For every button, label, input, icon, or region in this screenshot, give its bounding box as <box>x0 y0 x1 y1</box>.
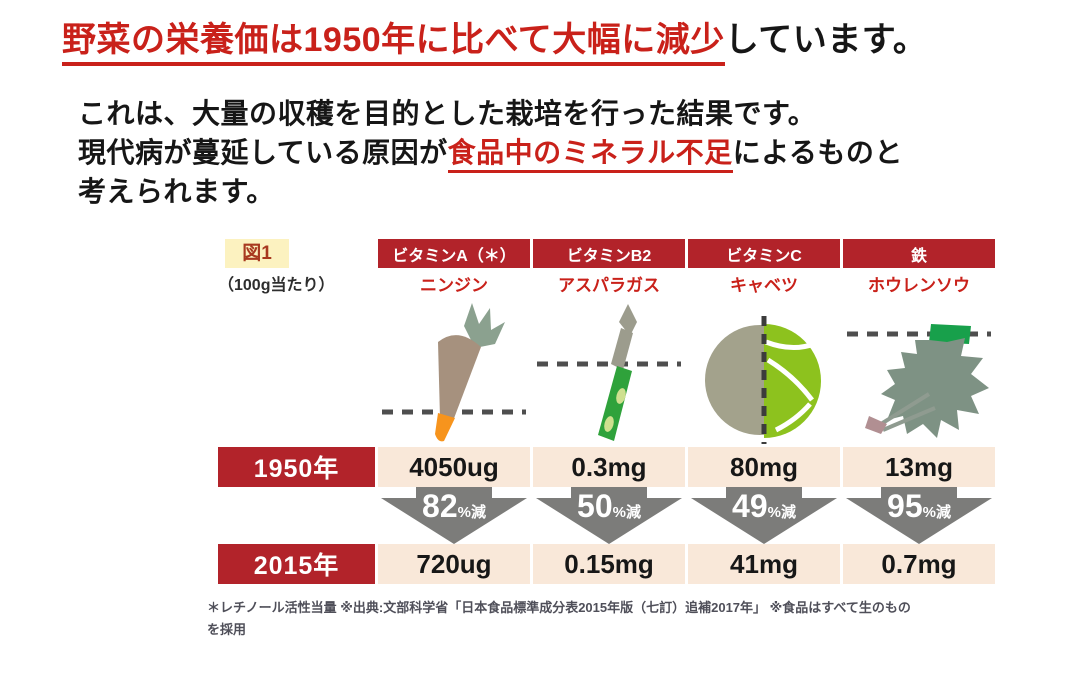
intro-paragraph: これは、大量の収穫を目的とした栽培を行った結果です。 現代病が蔓延している原因が… <box>78 94 903 211</box>
down-arrow-icon <box>536 487 682 544</box>
title-highlight: 野菜の栄養価は1950年に比べて大幅に減少 <box>62 21 725 66</box>
decrease-value: 50 <box>577 488 613 524</box>
page-title: 野菜の栄養価は1950年に比べて大幅に減少しています。 <box>62 12 928 66</box>
intro-line2-suffix: によるものと <box>732 137 903 168</box>
vegetable-illustration-row <box>218 300 995 447</box>
value-1950-vitamin-c: 80mg <box>688 447 840 487</box>
decrease-unit: %減 <box>922 504 951 521</box>
cabbage-icon <box>705 316 821 444</box>
unit-note: （100g当たり） <box>218 277 335 294</box>
vegetable-name-row: （100g当たり） ニンジン アスパラガス キャベツ ホウレンソウ <box>218 275 995 297</box>
intro-line1: これは、大量の収穫を目的とした栽培を行った結果です。 <box>78 98 817 129</box>
value-2015-vitamin-a: 720ug <box>378 544 530 584</box>
year-1950-label: 1950年 <box>218 447 375 487</box>
figure-label: 図1 <box>225 239 289 268</box>
vegetable-name-carrot: ニンジン <box>420 276 488 295</box>
decrease-arrow-vitamin-b2: 50%減 <box>533 487 685 544</box>
value-1950-vitamin-b2: 0.3mg <box>533 447 685 487</box>
carrot-icon <box>382 303 526 442</box>
intro-line3: 考えられます。 <box>78 176 275 207</box>
nutrient-header-iron: 鉄 <box>843 239 995 268</box>
nutrient-header-vitamin-a: ビタミンA（＊） <box>378 239 530 268</box>
vegetable-name-asparagus: アスパラガス <box>558 276 660 295</box>
vegetable-name-cabbage: キャベツ <box>730 276 798 295</box>
figure-1: 図1 ビタミンA（＊） ビタミンB2 ビタミンC 鉄 （100g当たり） ニンジ… <box>207 239 995 641</box>
value-1950-vitamin-a: 4050ug <box>378 447 530 487</box>
vegetable-name-spinach: ホウレンソウ <box>868 276 970 295</box>
asparagus-icon <box>537 304 681 441</box>
value-1950-iron: 13mg <box>843 447 995 487</box>
decrease-arrow-vitamin-c: 49%減 <box>688 487 840 544</box>
value-2015-vitamin-b2: 0.15mg <box>533 544 685 584</box>
figure-footnote: ＊レチノール活性当量 ※出典:文部科学省「日本食品標準成分表2015年版（七訂）… <box>207 597 995 641</box>
nutrient-header-vitamin-b2: ビタミンB2 <box>533 239 685 268</box>
row-2015: 2015年 720ug 0.15mg 41mg 0.7mg <box>218 544 995 584</box>
intro-line2-highlight: 食品中のミネラル不足 <box>447 137 733 173</box>
down-arrow-icon <box>381 487 527 544</box>
row-1950: 1950年 4050ug 0.3mg 80mg 13mg <box>218 447 995 487</box>
year-2015-label: 2015年 <box>218 544 375 584</box>
nutrient-header-row: 図1 ビタミンA（＊） ビタミンB2 ビタミンC 鉄 <box>218 239 995 268</box>
value-2015-vitamin-c: 41mg <box>688 544 840 584</box>
footnote-line1: ＊レチノール活性当量 ※出典:文部科学省「日本食品標準成分表2015年版（七訂）… <box>207 600 911 615</box>
decrease-unit: %減 <box>612 504 641 521</box>
footnote-line2: を採用 <box>207 622 247 637</box>
intro-line2-prefix: 現代病が蔓延している原因が <box>78 137 448 168</box>
value-2015-iron: 0.7mg <box>843 544 995 584</box>
spinach-icon <box>847 324 991 438</box>
title-suffix: しています。 <box>724 21 928 59</box>
decrease-value: 82 <box>422 488 458 524</box>
decrease-value: 95 <box>887 488 923 524</box>
decrease-arrow-row: 82%減 50%減 49%減 95%減 <box>218 487 995 544</box>
down-arrow-icon <box>691 487 837 544</box>
nutrient-header-vitamin-c: ビタミンC <box>688 239 840 268</box>
decrease-value: 49 <box>732 488 768 524</box>
decrease-unit: %減 <box>767 504 796 521</box>
decrease-arrow-vitamin-a: 82%減 <box>378 487 530 544</box>
decrease-arrow-iron: 95%減 <box>843 487 995 544</box>
decrease-unit: %減 <box>457 504 486 521</box>
down-arrow-icon <box>846 487 992 544</box>
